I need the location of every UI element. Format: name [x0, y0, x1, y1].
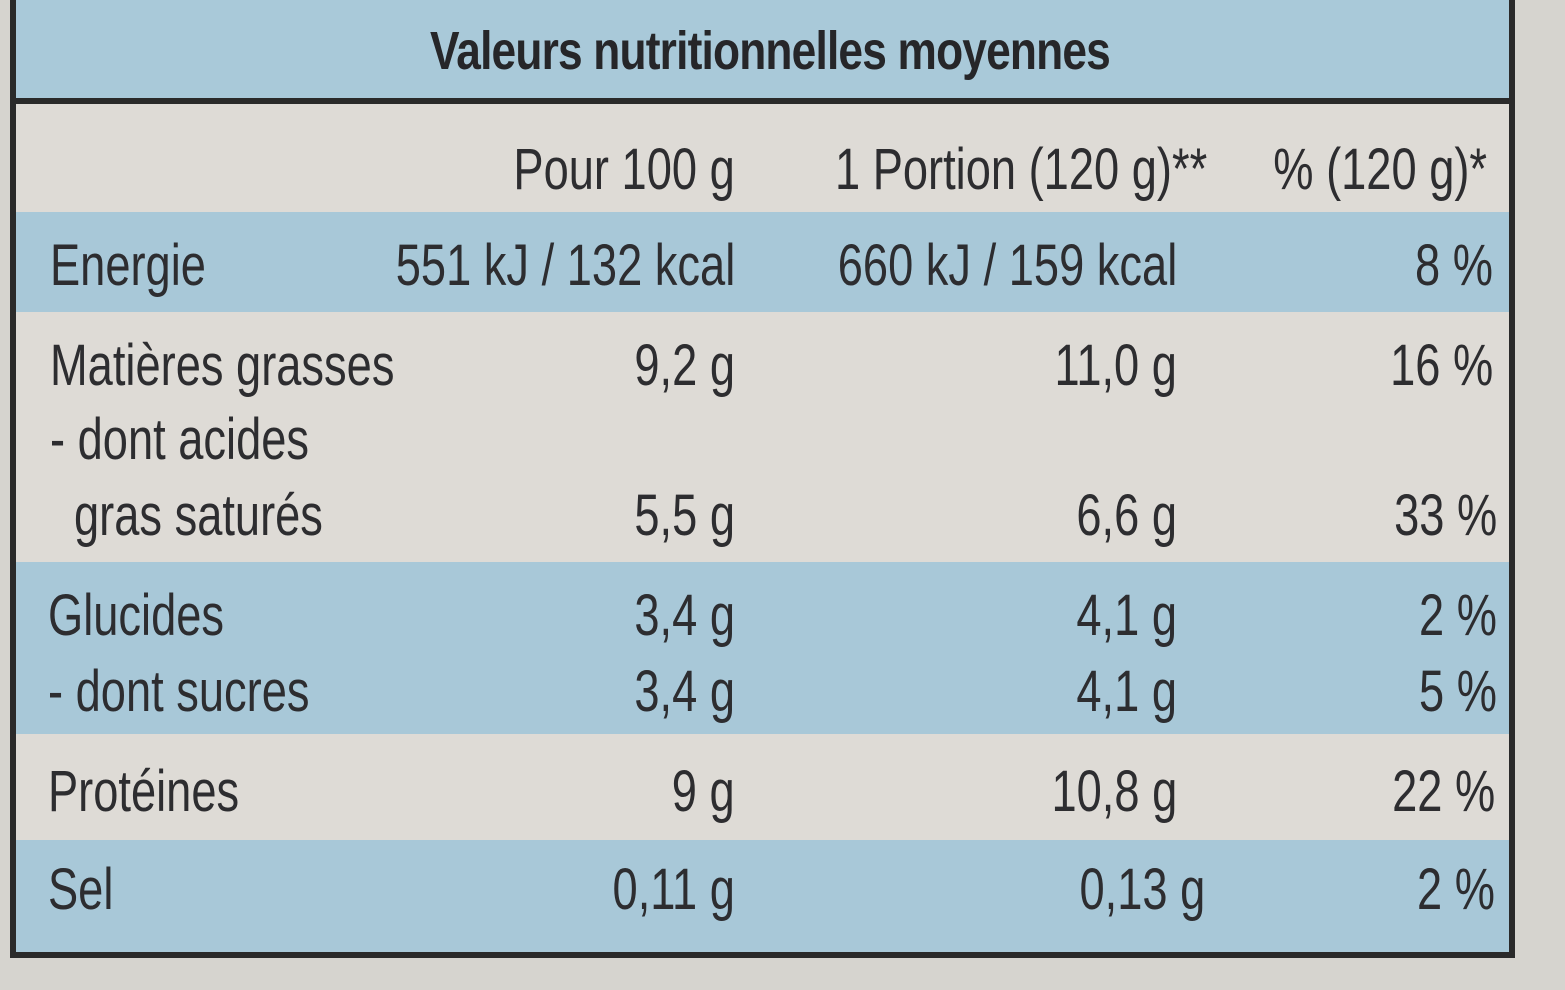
row-label-sel: Sel: [48, 857, 114, 922]
value-per100-proteines: 9 g: [672, 759, 735, 824]
value-per100-sel: 0,11 g: [612, 857, 735, 922]
header-percent: % (120 g)*: [1273, 137, 1487, 202]
value-portion-energie: 660 kJ / 159 kcal: [837, 233, 1177, 298]
value-per100-satures: 5,5 g: [634, 483, 735, 548]
header-portion: 1 Portion (120 g)**: [834, 137, 1207, 202]
value-percent-glucides: 2 %: [1419, 583, 1497, 648]
value-per100-energie: 551 kJ / 132 kcal: [395, 233, 735, 298]
header-per100: Pour 100 g: [513, 137, 735, 202]
row-label-energie: Energie: [50, 233, 206, 298]
value-percent-energie: 8 %: [1415, 233, 1493, 298]
value-portion-proteines: 10,8 g: [1051, 759, 1177, 824]
table-frame: [10, 0, 1515, 958]
value-per100-graisses: 9,2 g: [634, 333, 735, 398]
row-label-proteines: Protéines: [48, 759, 240, 824]
value-percent-satures: 33 %: [1393, 483, 1497, 548]
row-label-satures-line1: - dont acides: [50, 407, 310, 472]
row-label-sucres: - dont sucres: [48, 659, 310, 724]
value-portion-sel: 0,13 g: [1079, 857, 1205, 922]
row-label-graisses: Matières grasses: [50, 333, 395, 398]
row-label-satures: gras saturés: [74, 483, 323, 548]
title-band: [16, 0, 1509, 104]
value-per100-glucides: 3,4 g: [634, 583, 735, 648]
table-title: Valeurs nutritionnelles moyennes: [429, 21, 1111, 81]
band-glucides: [16, 562, 1509, 734]
value-portion-sucres: 4,1 g: [1076, 659, 1177, 724]
value-percent-graisses: 16 %: [1389, 333, 1493, 398]
value-portion-satures: 6,6 g: [1076, 483, 1177, 548]
value-portion-glucides: 4,1 g: [1076, 583, 1177, 648]
value-percent-sucres: 5 %: [1419, 659, 1497, 724]
value-percent-proteines: 22 %: [1391, 759, 1495, 824]
value-per100-sucres: 3,4 g: [634, 659, 735, 724]
value-percent-sel: 2 %: [1417, 857, 1495, 922]
band-sel: [16, 840, 1509, 952]
row-label-glucides: Glucides: [48, 583, 225, 648]
value-portion-graisses: 11,0 g: [1054, 333, 1177, 398]
band-energie: [16, 212, 1509, 312]
